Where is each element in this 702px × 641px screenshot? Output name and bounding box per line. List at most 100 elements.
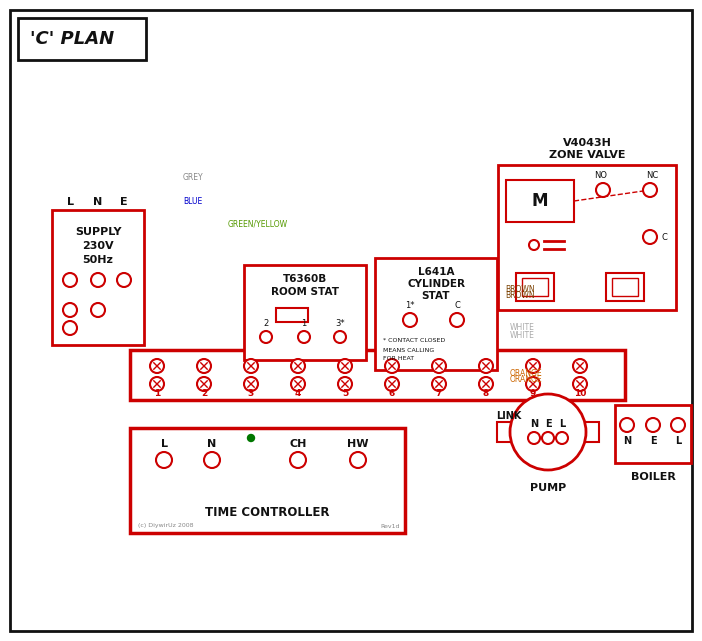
Circle shape bbox=[528, 432, 540, 444]
Text: 7: 7 bbox=[436, 390, 442, 399]
Bar bbox=[244, 265, 366, 360]
Text: L: L bbox=[559, 419, 565, 429]
Circle shape bbox=[291, 359, 305, 373]
Bar bbox=[130, 350, 625, 400]
Text: BOILER: BOILER bbox=[630, 472, 675, 482]
Text: 1: 1 bbox=[301, 319, 307, 328]
Circle shape bbox=[91, 303, 105, 317]
Circle shape bbox=[526, 359, 540, 373]
Text: N: N bbox=[207, 439, 217, 449]
Circle shape bbox=[643, 183, 657, 197]
Text: NO: NO bbox=[595, 172, 607, 181]
Circle shape bbox=[479, 359, 493, 373]
Text: ZONE VALVE: ZONE VALVE bbox=[549, 150, 625, 160]
Circle shape bbox=[556, 432, 568, 444]
Text: ORANGE: ORANGE bbox=[510, 369, 543, 378]
Text: V4043H: V4043H bbox=[562, 138, 611, 148]
Circle shape bbox=[385, 377, 399, 391]
Text: 2: 2 bbox=[201, 390, 207, 399]
Circle shape bbox=[542, 432, 554, 444]
Circle shape bbox=[573, 359, 587, 373]
Bar bbox=[497, 422, 523, 442]
Text: N: N bbox=[623, 436, 631, 446]
Text: N: N bbox=[530, 419, 538, 429]
Text: 4: 4 bbox=[295, 390, 301, 399]
Text: 6: 6 bbox=[389, 390, 395, 399]
Text: 50Hz: 50Hz bbox=[83, 255, 114, 265]
Text: HW: HW bbox=[347, 439, 369, 449]
Bar bbox=[615, 405, 691, 463]
Text: L: L bbox=[675, 436, 681, 446]
Text: BROWN: BROWN bbox=[505, 290, 535, 299]
Bar bbox=[18, 18, 146, 60]
Text: C: C bbox=[661, 233, 667, 242]
Circle shape bbox=[620, 418, 634, 432]
Bar bbox=[506, 180, 574, 222]
Text: 1*: 1* bbox=[405, 301, 415, 310]
Text: WHITE: WHITE bbox=[510, 331, 535, 340]
Circle shape bbox=[63, 303, 77, 317]
Bar bbox=[573, 422, 599, 442]
Circle shape bbox=[350, 452, 366, 468]
Circle shape bbox=[150, 359, 164, 373]
Circle shape bbox=[573, 377, 587, 391]
Text: 9: 9 bbox=[530, 390, 536, 399]
Text: BROWN: BROWN bbox=[505, 285, 535, 294]
Text: NC: NC bbox=[646, 172, 658, 181]
Circle shape bbox=[156, 452, 172, 468]
Circle shape bbox=[290, 452, 306, 468]
Text: L641A: L641A bbox=[418, 267, 454, 277]
Bar bbox=[522, 278, 548, 296]
Bar bbox=[606, 273, 644, 301]
Text: STAT: STAT bbox=[422, 291, 450, 301]
Text: (c) DiywirUz 2008: (c) DiywirUz 2008 bbox=[138, 524, 194, 528]
Circle shape bbox=[260, 331, 272, 343]
Circle shape bbox=[244, 359, 258, 373]
Text: CYLINDER: CYLINDER bbox=[407, 279, 465, 289]
Text: 5: 5 bbox=[342, 390, 348, 399]
Text: 3*: 3* bbox=[335, 319, 345, 328]
Text: * CONTACT CLOSED: * CONTACT CLOSED bbox=[383, 338, 445, 342]
Circle shape bbox=[596, 183, 610, 197]
Circle shape bbox=[403, 313, 417, 327]
Circle shape bbox=[338, 359, 352, 373]
Text: L: L bbox=[161, 439, 168, 449]
Text: E: E bbox=[649, 436, 656, 446]
Text: WHITE: WHITE bbox=[510, 324, 535, 333]
Circle shape bbox=[646, 418, 660, 432]
Circle shape bbox=[510, 394, 586, 470]
Text: ORANGE: ORANGE bbox=[510, 376, 543, 385]
Text: ROOM STAT: ROOM STAT bbox=[271, 287, 339, 297]
Circle shape bbox=[529, 240, 539, 250]
Text: 8: 8 bbox=[483, 390, 489, 399]
Bar bbox=[276, 308, 308, 322]
Text: FOR HEAT: FOR HEAT bbox=[383, 356, 414, 362]
Text: TIME CONTROLLER: TIME CONTROLLER bbox=[205, 506, 329, 519]
Circle shape bbox=[334, 331, 346, 343]
Circle shape bbox=[244, 377, 258, 391]
Bar bbox=[516, 273, 554, 301]
Circle shape bbox=[197, 359, 211, 373]
Circle shape bbox=[197, 377, 211, 391]
Circle shape bbox=[291, 377, 305, 391]
Circle shape bbox=[338, 377, 352, 391]
Text: 2: 2 bbox=[263, 319, 269, 328]
Text: 230V: 230V bbox=[82, 241, 114, 251]
Text: CH: CH bbox=[289, 439, 307, 449]
Circle shape bbox=[385, 359, 399, 373]
Text: C: C bbox=[454, 301, 460, 310]
Circle shape bbox=[63, 321, 77, 335]
Text: 10: 10 bbox=[574, 390, 586, 399]
Text: L: L bbox=[67, 197, 74, 207]
Text: 1: 1 bbox=[154, 390, 160, 399]
Text: GREEN/YELLOW: GREEN/YELLOW bbox=[228, 219, 288, 228]
Bar bbox=[612, 278, 638, 296]
Circle shape bbox=[671, 418, 685, 432]
Text: T6360B: T6360B bbox=[283, 274, 327, 284]
Circle shape bbox=[432, 377, 446, 391]
Circle shape bbox=[117, 273, 131, 287]
Circle shape bbox=[432, 359, 446, 373]
Circle shape bbox=[479, 377, 493, 391]
Circle shape bbox=[248, 435, 255, 442]
Text: 3: 3 bbox=[248, 390, 254, 399]
